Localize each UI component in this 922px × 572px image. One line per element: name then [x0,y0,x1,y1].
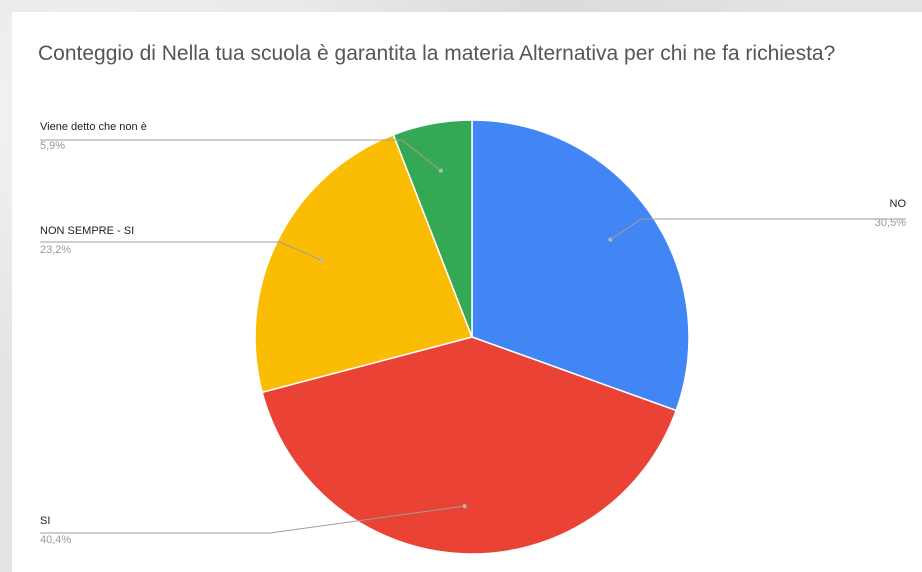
slice-label-viene-detto-che-non: Viene detto che non è [40,121,147,133]
leader-line-si [40,505,465,534]
slice-percent-no: 30,5% [875,217,906,229]
slice-label-no: NO [890,198,907,210]
leader-line-no [610,218,906,241]
leader-lines [40,139,906,534]
pie-slice-no [471,119,690,412]
pie-slice-si [261,336,678,555]
leader-line-non-sempre-si [40,241,322,261]
slice-percent-viene-detto-che-non: 5,9% [40,140,65,152]
slice-label-si: SI [40,515,50,527]
pie-chart: NO 30,5% SI 40,4% NON SEMPRE - SI 23,2% Viene … [40,119,906,555]
slice-percent-si: 40,4% [40,534,71,546]
chart-title: Conteggio di Nella tua scuola è garantit… [38,42,836,65]
slice-percent-non-sempre-si: 23,2% [40,244,71,256]
slice-label-non-sempre-si: NON SEMPRE - SI [40,225,134,237]
leader-line-viene-detto-che-non [40,139,442,171]
pie-slice-viene-detto-che-non [392,119,473,338]
pie-slices [254,119,690,555]
chart-card: Conteggio di Nella tua scuola è garantit… [12,12,922,572]
slice-labels: NO 30,5% SI 40,4% NON SEMPRE - SI 23,2% Viene … [40,121,906,546]
